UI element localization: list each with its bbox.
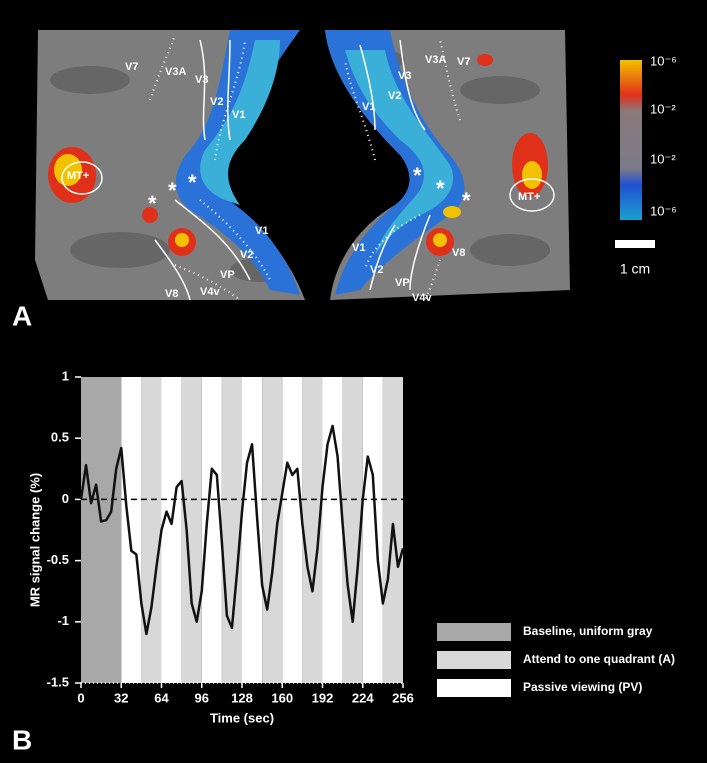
colorbar-labels: 10⁻⁶ 10⁻² 10⁻² 10⁻⁶ bbox=[650, 53, 677, 218]
area-label: V3A bbox=[165, 66, 186, 78]
flat-maps: V7 V3A V3 V2 V1 MT+ V1 V2 VP V8 V4v V3 V… bbox=[12, 30, 677, 331]
area-label: V2 bbox=[210, 96, 223, 108]
x-tick-label: 32 bbox=[114, 690, 128, 705]
condition-block bbox=[201, 377, 222, 683]
area-label: V4v bbox=[200, 286, 220, 298]
area-label: V1 bbox=[232, 109, 245, 121]
y-axis-title: MR signal change (%) bbox=[27, 473, 42, 607]
y-tick-label: 1 bbox=[62, 368, 69, 383]
legend-swatch bbox=[437, 623, 511, 641]
right-activation bbox=[325, 30, 465, 295]
condition-block bbox=[342, 377, 363, 683]
legend-swatch bbox=[437, 651, 511, 669]
area-label: V2 bbox=[388, 90, 401, 102]
asterisk: * bbox=[188, 170, 197, 195]
area-label: V1 bbox=[352, 242, 365, 254]
asterisk: * bbox=[413, 163, 422, 188]
line-chart: 1 0.5 0 -0.5 -1 -1.5 0 32 64 96 128 160 192 224 256 Tim… bbox=[12, 368, 675, 755]
area-label: V7 bbox=[125, 61, 138, 73]
area-label: V8 bbox=[452, 247, 465, 259]
condition-block bbox=[302, 377, 323, 683]
x-tick-label: 96 bbox=[195, 690, 209, 705]
condition-block bbox=[221, 377, 242, 683]
area-label: MT+ bbox=[518, 191, 540, 203]
colorbar-label: 10⁻⁶ bbox=[650, 203, 677, 218]
left-activation bbox=[175, 30, 300, 295]
x-tick-label: 192 bbox=[312, 690, 334, 705]
legend-label: Passive viewing (PV) bbox=[523, 680, 642, 694]
y-tick-label: -1 bbox=[57, 613, 69, 628]
x-axis-title: Time (sec) bbox=[210, 710, 274, 725]
condition-block bbox=[322, 377, 343, 683]
y-tick-label: -0.5 bbox=[47, 552, 69, 567]
x-tick-label: 64 bbox=[154, 690, 169, 705]
signal-line bbox=[79, 424, 405, 636]
area-label: V2 bbox=[370, 264, 383, 276]
colorbar-label: 10⁻² bbox=[650, 151, 676, 166]
condition-block bbox=[81, 377, 122, 683]
right-area-labels: V3 V3A V7 V1 V2 MT+ V1 V2 VP V8 V4v bbox=[352, 54, 540, 304]
condition-block bbox=[262, 377, 283, 683]
condition-block bbox=[282, 377, 303, 683]
colorbar bbox=[620, 60, 642, 220]
asterisk: * bbox=[462, 188, 471, 213]
area-label: V2 bbox=[240, 249, 253, 261]
x-tick-label: 160 bbox=[271, 690, 293, 705]
colorbar-label: 10⁻⁶ bbox=[650, 53, 677, 68]
y-tick-label: 0 bbox=[62, 491, 69, 506]
legend-label: Baseline, uniform gray bbox=[523, 624, 653, 638]
area-label: V1 bbox=[255, 225, 268, 237]
panel-label: B bbox=[12, 724, 32, 755]
condition-block bbox=[181, 377, 202, 683]
x-tick-label: 128 bbox=[231, 690, 253, 705]
scale-label: 1 cm bbox=[620, 261, 650, 277]
area-label: V8 bbox=[165, 288, 178, 300]
x-tick-label: 224 bbox=[352, 690, 374, 705]
area-label: V1 bbox=[362, 101, 375, 113]
condition-block bbox=[121, 377, 142, 683]
area-borders-dotted bbox=[149, 34, 461, 301]
area-label: V7 bbox=[457, 56, 470, 68]
asterisk: * bbox=[436, 176, 445, 201]
condition-block bbox=[242, 377, 263, 683]
y-tick-label: 0.5 bbox=[51, 430, 69, 445]
area-label: VP bbox=[220, 269, 235, 281]
legend-swatch bbox=[437, 679, 511, 697]
x-tick-label: 0 bbox=[77, 690, 84, 705]
area-label: V4v bbox=[412, 292, 432, 304]
area-label: V3 bbox=[195, 74, 208, 86]
left-area-labels: V7 V3A V3 V2 V1 MT+ V1 V2 VP V8 V4v bbox=[67, 61, 268, 300]
asterisks: * * * * * * bbox=[148, 163, 471, 216]
panel-label: A bbox=[12, 300, 32, 331]
asterisk: * bbox=[168, 178, 177, 203]
area-borders bbox=[61, 39, 555, 301]
area-label: MT+ bbox=[67, 170, 89, 182]
legend-label: Attend to one quadrant (A) bbox=[523, 652, 675, 666]
area-label: V3 bbox=[398, 70, 411, 82]
condition-block bbox=[362, 377, 383, 683]
x-tick-label: 256 bbox=[392, 690, 414, 705]
asterisk: * bbox=[148, 191, 157, 216]
condition-block bbox=[161, 377, 182, 683]
scale-bar bbox=[615, 240, 655, 248]
condition-block bbox=[141, 377, 162, 683]
colorbar-label: 10⁻² bbox=[650, 101, 676, 116]
y-tick-label: -1.5 bbox=[47, 674, 69, 689]
left-activation-core bbox=[200, 40, 280, 205]
area-label: VP bbox=[395, 277, 410, 289]
area-label: V3A bbox=[425, 54, 446, 66]
